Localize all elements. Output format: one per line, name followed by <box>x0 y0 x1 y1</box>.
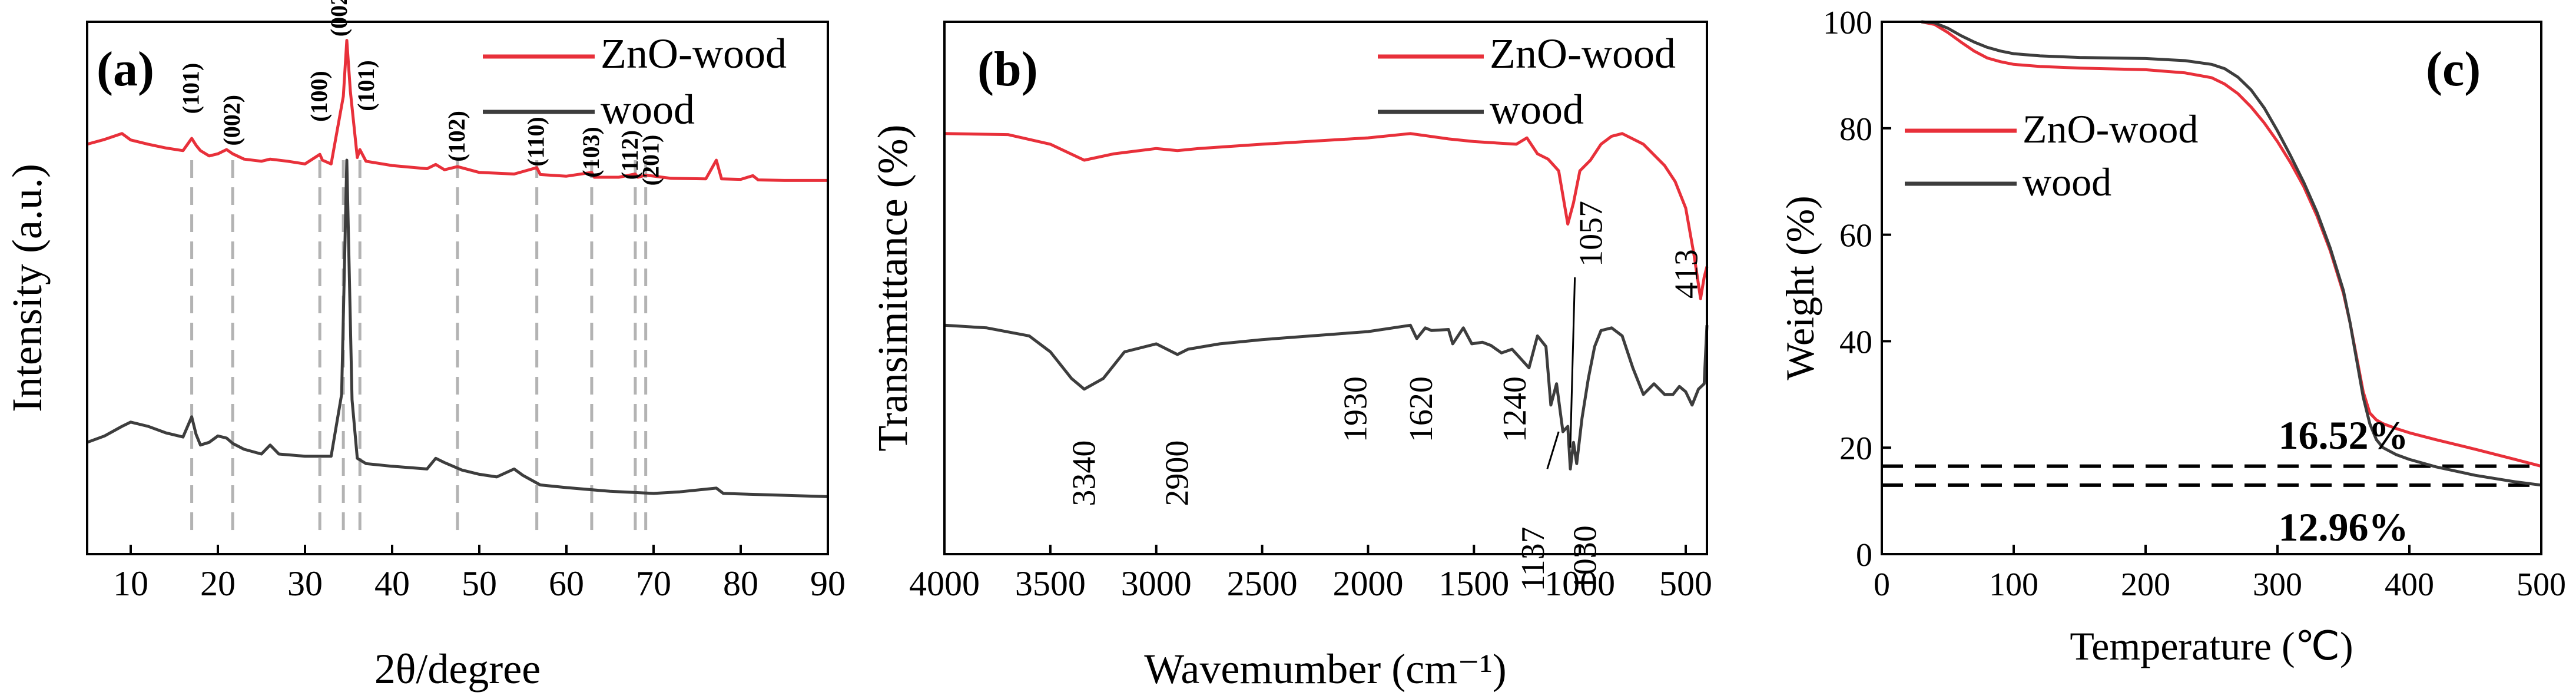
band-label: 3340 <box>1066 440 1102 506</box>
y-tick-label: 20 <box>1839 430 1872 467</box>
band-label: 1030 <box>1567 525 1603 591</box>
hkl-label: (201) <box>638 135 664 186</box>
y-tick-label: 40 <box>1839 324 1872 360</box>
legend-label-wood: wood <box>1490 86 1584 133</box>
series-line-wood <box>1921 20 2542 487</box>
tga-series <box>1921 20 2542 487</box>
panel-c: 0 100 200 300 400 500 0 20 40 60 80 100 (c) ZnO-wo… <box>1778 5 2566 668</box>
x-tick-label: 500 <box>1659 564 1712 603</box>
x-tick-label: 200 <box>2121 567 2170 603</box>
legend: ZnO-wood wood <box>1378 30 1676 133</box>
hkl-label: (002) <box>218 95 245 146</box>
panel-label: (b) <box>977 42 1038 97</box>
legend-label-zno-wood: ZnO-wood <box>2023 107 2198 151</box>
x-axis-label: Temperature (℃) <box>2070 624 2353 668</box>
band-label: 1620 <box>1403 376 1440 442</box>
x-tick-label: 40 <box>374 564 410 603</box>
legend-label-wood: wood <box>601 86 695 133</box>
plot-frame <box>86 21 829 555</box>
y-tick-label: 0 <box>1856 537 1872 574</box>
legend-label-wood: wood <box>2023 160 2111 204</box>
plot-frame <box>1881 21 2542 555</box>
x-tick-label: 400 <box>2385 567 2434 603</box>
y-axis-label: Intensity (a.u.) <box>4 164 51 412</box>
panel-label: (a) <box>97 42 154 97</box>
y-axis-ticks: 0 20 40 60 80 100 <box>1823 5 1891 574</box>
legend: ZnO-wood wood <box>1905 107 2198 204</box>
x-tick-label: 70 <box>636 564 671 603</box>
hkl-label: (112) <box>616 130 643 180</box>
series-line-zno-wood <box>944 132 1709 300</box>
ftir-series <box>944 132 1709 471</box>
x-tick-label: 60 <box>549 564 584 603</box>
x-tick-label: 4000 <box>909 564 980 603</box>
residual-label-zno-wood: 16.52% <box>2279 413 2409 458</box>
x-tick-label: 90 <box>810 564 846 603</box>
hkl-labels: (101)(002) (100)(002)(101)(102) (110) (103)… <box>178 0 664 185</box>
x-tick-label: 3000 <box>1121 564 1192 603</box>
x-tick-label: 80 <box>723 564 758 603</box>
x-axis-ticks: 0 100 200 300 400 500 <box>1874 545 2566 603</box>
x-axis-label: Wavemumber (cm⁻¹) <box>1144 645 1507 693</box>
band-pointer-1137 <box>1546 431 1560 469</box>
x-tick-label: 2500 <box>1227 564 1298 603</box>
hkl-label: (100) <box>306 71 332 122</box>
x-tick-label: 0 <box>1874 567 1890 603</box>
residual-label-wood: 12.96% <box>2279 505 2409 549</box>
legend: ZnO-wood wood <box>483 30 787 133</box>
band-label: 1930 <box>1338 376 1374 442</box>
x-tick-label: 100 <box>1989 567 2038 603</box>
hkl-label: (101) <box>178 63 204 114</box>
x-axis-ticks: 10 20 30 40 50 60 70 80 90 <box>113 545 846 603</box>
x-tick-label: 20 <box>200 564 236 603</box>
series-line-wood <box>87 158 828 498</box>
series-line-zno-wood <box>87 39 828 182</box>
hkl-label: (110) <box>523 117 549 166</box>
y-axis-label: Weight (%) <box>1778 196 1822 380</box>
x-tick-label: 10 <box>113 564 148 603</box>
x-tick-label: 1500 <box>1438 564 1509 603</box>
y-axis-label: Transimittance (%) <box>869 124 916 451</box>
plot-frame <box>943 21 1708 555</box>
y-tick-label: 60 <box>1839 218 1872 254</box>
x-tick-label: 2000 <box>1332 564 1403 603</box>
band-label: 1137 <box>1515 526 1551 591</box>
y-tick-label: 80 <box>1839 111 1872 148</box>
band-pointer-1057 <box>1569 277 1576 448</box>
hkl-label: (002) <box>326 0 352 37</box>
panel-a: (101)(002) (100)(002)(101)(102) (110) (103)… <box>4 0 846 693</box>
legend-label-zno-wood: ZnO-wood <box>601 30 787 77</box>
series-line-zno-wood <box>1921 20 2542 468</box>
band-label: 1057 <box>1573 201 1610 267</box>
panel-b: 3340 2900 1930 1620 1240 1137 1030 1057 413 4000… <box>869 21 1712 693</box>
x-tick-label: 300 <box>2253 567 2302 603</box>
x-tick-label: 3500 <box>1015 564 1086 603</box>
hkl-label: (102) <box>443 111 470 162</box>
hkl-label: (103) <box>578 127 604 178</box>
legend-label-zno-wood: ZnO-wood <box>1490 30 1676 77</box>
peak-guide-lines <box>190 160 648 538</box>
x-tick-label: 500 <box>2517 567 2566 603</box>
x-axis-label: 2θ/degree <box>374 645 541 693</box>
band-label: 1240 <box>1497 376 1533 442</box>
residual-weight-lines <box>1882 464 2541 487</box>
band-label: 413 <box>1668 249 1705 299</box>
y-tick-label: 100 <box>1823 5 1872 41</box>
x-tick-label: 50 <box>462 564 497 603</box>
series-line-wood <box>944 323 1709 471</box>
band-labels: 3340 2900 1930 1620 1240 1137 1030 1057 413 <box>1066 201 1705 591</box>
band-label: 2900 <box>1159 440 1196 506</box>
x-tick-label: 30 <box>287 564 323 603</box>
x-tick-label: 1000 <box>1544 564 1615 603</box>
hkl-label: (101) <box>353 60 379 111</box>
panel-label: (c) <box>2426 42 2481 97</box>
x-axis-ticks: 4000 3500 3000 2500 2000 1500 1000 500 <box>909 545 1712 603</box>
xrd-series <box>87 39 828 498</box>
